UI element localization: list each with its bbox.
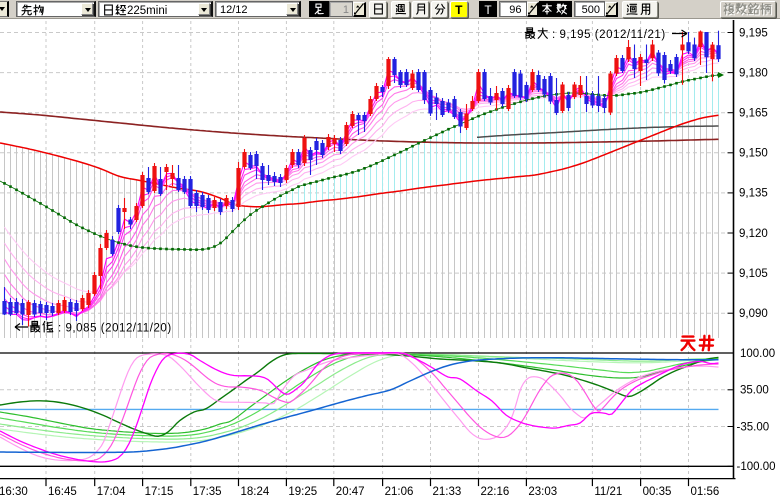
svg-text:225mini: 225mini [127, 5, 167, 17]
svg-text:17:35: 17:35 [193, 486, 222, 498]
svg-text:9,090: 9,090 [739, 308, 768, 320]
svg-text:9,180: 9,180 [739, 67, 768, 79]
svg-text:9,120: 9,120 [739, 228, 768, 240]
svg-text:100.00: 100.00 [740, 348, 775, 360]
svg-text:16:30: 16:30 [0, 486, 28, 498]
svg-text:-100.00: -100.00 [737, 461, 776, 473]
svg-text:23:03: 23:03 [528, 486, 557, 498]
svg-text:19:25: 19:25 [288, 486, 317, 498]
svg-text:22:16: 22:16 [481, 486, 510, 498]
svg-text:9,135: 9,135 [739, 188, 768, 200]
svg-text:00:35: 00:35 [643, 486, 672, 498]
svg-text:01:56: 01:56 [691, 486, 720, 498]
svg-text:18:24: 18:24 [241, 486, 270, 498]
svg-text:11/21: 11/21 [594, 486, 622, 498]
svg-text:: 9,085 (2012/11/20): : 9,085 (2012/11/20) [58, 323, 172, 335]
svg-text:9,105: 9,105 [739, 268, 768, 280]
svg-text:21:06: 21:06 [385, 486, 414, 498]
svg-text:17:04: 17:04 [97, 486, 126, 498]
svg-text:-35.00: -35.00 [737, 421, 770, 433]
svg-text:21:33: 21:33 [433, 486, 462, 498]
svg-text:20:47: 20:47 [336, 486, 365, 498]
svg-text:35.00: 35.00 [740, 385, 769, 397]
svg-text:9,195: 9,195 [739, 27, 768, 39]
svg-text:9,150: 9,150 [739, 148, 768, 160]
svg-text:17:15: 17:15 [145, 486, 174, 498]
svg-text:16:45: 16:45 [48, 486, 77, 498]
svg-text:9,165: 9,165 [739, 108, 768, 120]
svg-text:: 9,195 (2012/11/21): : 9,195 (2012/11/21) [552, 29, 666, 41]
